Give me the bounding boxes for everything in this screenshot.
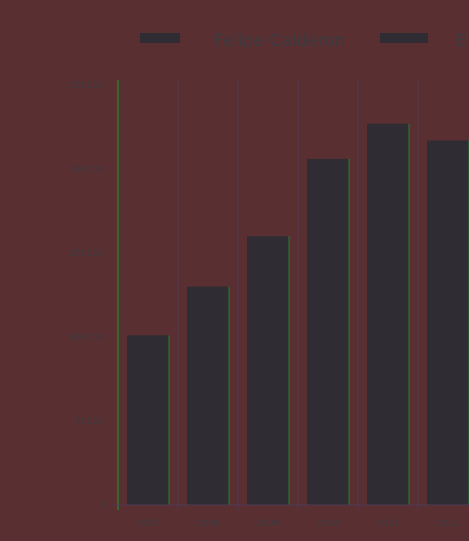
x-tick-label: 2007 bbox=[137, 519, 160, 529]
y-tick-label: 0 bbox=[98, 501, 104, 511]
legend-label-series-1: Felipe Calderon bbox=[214, 31, 345, 51]
legend-swatch-series-1 bbox=[140, 33, 180, 43]
x-tick-label: 2010 bbox=[317, 519, 340, 529]
bar-2012 bbox=[427, 140, 469, 505]
x-tick-label: 2008 bbox=[197, 519, 220, 529]
x-tick-labels: 2007 2008 2009 2010 2011 2012 bbox=[137, 519, 460, 529]
y-tick-label: 250000 bbox=[70, 81, 105, 91]
y-tick-labels: 0 50000 100000 150000 200000 250000 bbox=[70, 81, 105, 511]
bars bbox=[127, 123, 469, 506]
bar-2010 bbox=[307, 158, 349, 506]
y-tick-label: 100000 bbox=[70, 333, 105, 343]
bar-2007 bbox=[127, 335, 169, 505]
x-tick-label: 2009 bbox=[257, 519, 280, 529]
gridlines bbox=[177, 80, 419, 510]
y-tick-label: 200000 bbox=[70, 165, 105, 175]
x-tick-label: 2011 bbox=[377, 519, 400, 529]
y-tick-label: 50000 bbox=[75, 417, 104, 427]
y-tick-label: 150000 bbox=[70, 249, 105, 259]
bar-2009 bbox=[247, 236, 289, 505]
legend-swatch-series-2 bbox=[380, 33, 428, 43]
legend: Felipe Calderon E bbox=[140, 31, 467, 51]
x-tick-label: 2012 bbox=[437, 519, 460, 529]
axes bbox=[114, 80, 469, 510]
bar-2011 bbox=[367, 123, 409, 505]
bar-2008 bbox=[187, 286, 229, 505]
legend-label-series-2: E bbox=[456, 31, 467, 51]
